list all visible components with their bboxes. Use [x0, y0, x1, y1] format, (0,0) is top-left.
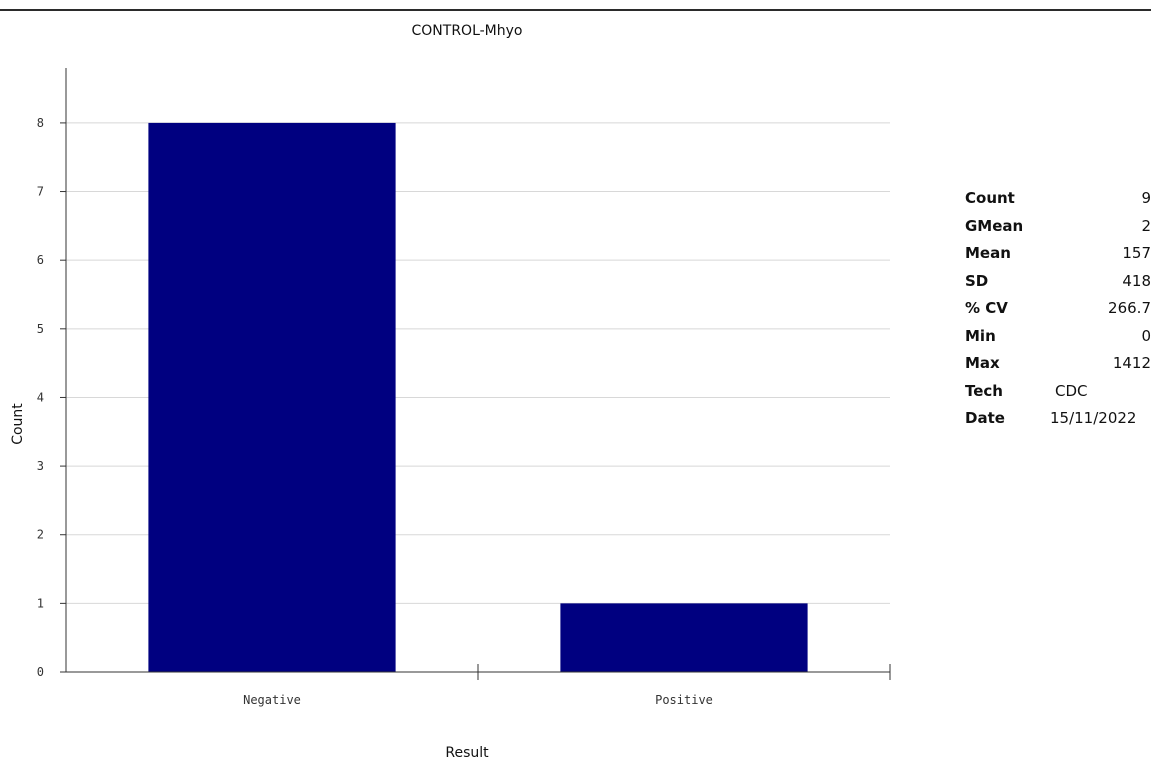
stat-label: Mean: [965, 244, 1011, 262]
stat-row-min: Min 0: [965, 323, 1151, 351]
stat-row-count: Count 9: [965, 185, 1151, 213]
y-tick-label: 1: [37, 596, 44, 610]
bar-layer: [148, 122, 808, 673]
y-axis-label: Count: [10, 403, 26, 445]
y-tick-label: 2: [37, 528, 44, 542]
y-tick-label: 6: [37, 253, 44, 267]
stat-value: 0: [1141, 326, 1151, 345]
y-tick-label: 3: [37, 459, 44, 473]
stat-label: Min: [965, 326, 996, 345]
stat-value: 15/11/2022: [1050, 409, 1137, 427]
stat-label: Count: [965, 189, 1015, 207]
x-tick-label: Positive: [655, 693, 713, 707]
y-tick-label: 0: [37, 665, 44, 679]
stat-row-mean: Mean 157: [965, 240, 1151, 268]
stat-value: CDC: [1055, 381, 1088, 400]
stat-value: 418: [1122, 271, 1151, 290]
top-divider: [0, 9, 1151, 11]
stat-row-tech: Tech CDC: [965, 378, 1151, 406]
y-tick-label: 8: [37, 116, 44, 130]
stat-label: Max: [965, 354, 1000, 372]
y-tick-label: 4: [37, 390, 44, 404]
stat-label: GMean: [965, 216, 1024, 235]
stat-label: Date: [965, 409, 1005, 427]
y-tick-label: 7: [37, 185, 44, 199]
axis-layer: 0 1 2 3 4 5 6 7 8 Negative Positive: [37, 68, 891, 707]
stats-panel: Count 9 GMean 2 Mean 157 SD 418 % CV 266…: [965, 185, 1151, 433]
stat-value: 266.7: [1108, 299, 1151, 317]
stat-row-gmean: GMean 2: [965, 213, 1151, 241]
x-tick-label: Negative: [243, 693, 301, 707]
stat-value: 9: [1141, 189, 1151, 207]
stat-value: 1412: [1112, 354, 1151, 372]
y-tick-label: 5: [37, 322, 44, 336]
stat-label: SD: [965, 271, 989, 290]
bar-negative: [148, 122, 396, 673]
stat-value: 157: [1122, 244, 1151, 262]
x-axis-label: Result: [445, 745, 489, 761]
stat-value: 2: [1141, 216, 1151, 235]
stat-row-max: Max 1412: [965, 350, 1151, 378]
stat-label: Tech: [965, 381, 1003, 400]
stat-label: % CV: [965, 299, 1008, 317]
bar-positive: [560, 603, 808, 672]
stat-row-date: Date 15/11/2022: [965, 405, 1151, 433]
stat-row-sd: SD 418: [965, 268, 1151, 296]
chart-title: CONTROL-Mhyo: [412, 23, 523, 39]
stat-row-cv: % CV 266.7: [965, 295, 1151, 323]
